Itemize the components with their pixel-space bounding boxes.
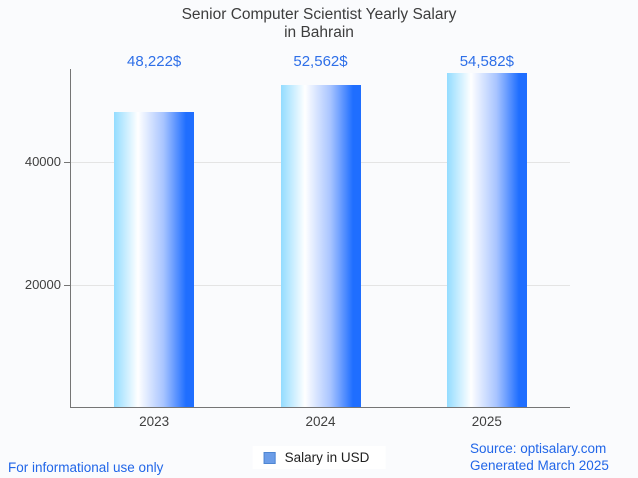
bar-2024[interactable] xyxy=(280,85,361,407)
chart-title-line1: Senior Computer Scientist Yearly Salary xyxy=(181,6,457,23)
legend[interactable]: Salary in USD xyxy=(252,446,386,469)
x-axis-label-2025: 2025 xyxy=(471,414,502,429)
source-link[interactable]: Source: optisalary.com xyxy=(470,441,607,456)
bar-2025[interactable] xyxy=(446,72,527,407)
bar-value-label-2023: 48,222$ xyxy=(127,53,182,70)
legend-label: Salary in USD xyxy=(284,450,370,465)
legend-marker-square xyxy=(263,451,276,464)
y-axis-tick-label: 40000 xyxy=(24,154,61,170)
bar-2023[interactable] xyxy=(114,111,195,407)
chart-title-line2: in Bahrain xyxy=(284,24,354,41)
bar-value-label-2025: 54,582$ xyxy=(459,53,514,70)
source-block: Source: optisalary.com Generated March 2… xyxy=(470,441,609,474)
generated-text: Generated March 2025 xyxy=(470,457,609,473)
bar-value-label-2024: 52,562$ xyxy=(293,53,348,70)
plot-area: 20000 40000 48,222$ 2023 52,562$ 2024 54,582$ 2… xyxy=(25,54,570,429)
x-axis-label-2023: 2023 xyxy=(139,414,170,429)
disclaimer-text: For informational use only xyxy=(8,460,164,475)
x-axis-label-2024: 2024 xyxy=(305,414,336,429)
chart-title: Senior Computer Scientist Yearly Salary … xyxy=(0,6,638,42)
y-axis-tick-mark xyxy=(64,284,70,286)
y-axis-tick-mark xyxy=(64,162,70,164)
y-axis-tick-label: 20000 xyxy=(24,276,61,292)
